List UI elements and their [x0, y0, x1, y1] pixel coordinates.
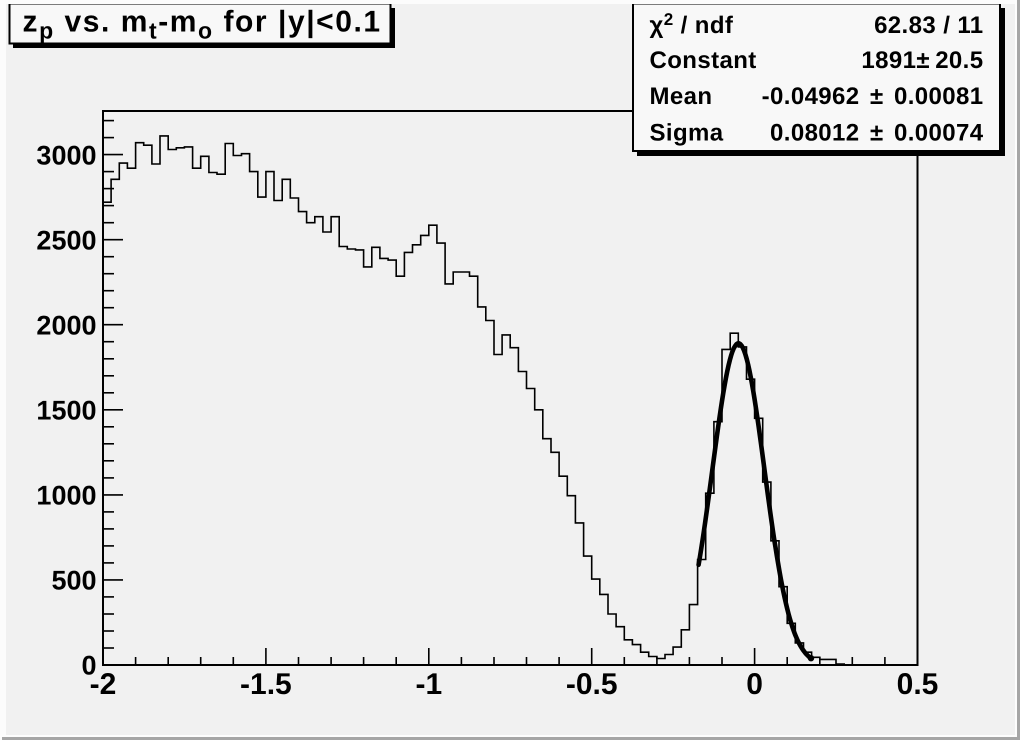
- svg-text:0: 0: [746, 668, 763, 701]
- svg-text:1891± 20.5: 1891± 20.5: [861, 47, 983, 74]
- svg-text:χ2 / ndf: χ2 / ndf: [650, 10, 734, 39]
- svg-text:-0.5: -0.5: [566, 668, 618, 701]
- svg-text:2000: 2000: [36, 310, 96, 340]
- svg-text:2500: 2500: [36, 225, 96, 255]
- svg-text:1500: 1500: [36, 396, 96, 426]
- svg-text:-0.04962 ± 0.00081: -0.04962 ± 0.00081: [762, 83, 984, 110]
- svg-text:0.08012 ± 0.00074: 0.08012 ± 0.00074: [770, 119, 984, 146]
- svg-text:1000: 1000: [36, 481, 96, 511]
- svg-text:3000: 3000: [36, 140, 96, 170]
- svg-text:62.83 / 11: 62.83 / 11: [874, 12, 983, 39]
- svg-text:Sigma: Sigma: [650, 119, 724, 146]
- svg-text:0: 0: [81, 651, 96, 681]
- svg-text:500: 500: [51, 566, 96, 596]
- svg-text:-1.5: -1.5: [240, 668, 292, 701]
- svg-text:Mean: Mean: [650, 83, 713, 110]
- svg-text:Constant: Constant: [650, 47, 757, 74]
- svg-text:-2: -2: [90, 668, 117, 701]
- svg-text:0.5: 0.5: [897, 668, 939, 701]
- svg-text:-1: -1: [415, 668, 442, 701]
